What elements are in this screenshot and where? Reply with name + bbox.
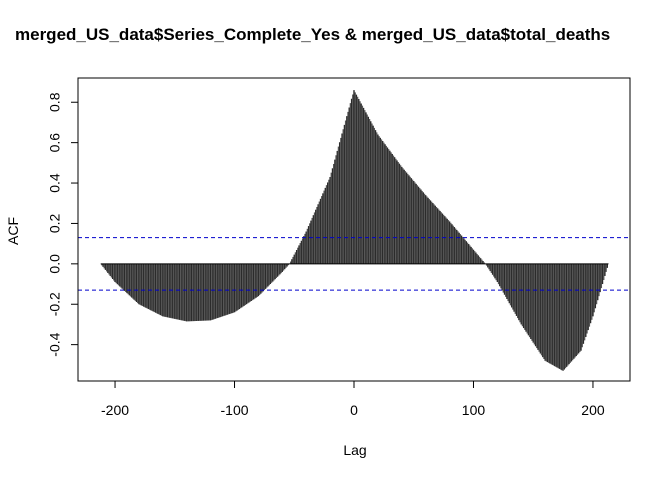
x-tick-label: 100 xyxy=(462,402,486,418)
y-tick-label: 0.0 xyxy=(47,254,63,274)
y-axis-label: ACF xyxy=(5,217,21,245)
y-tick-label: 0.8 xyxy=(47,92,63,112)
y-tick-label: 0.4 xyxy=(47,173,63,193)
x-tick-label: 200 xyxy=(581,402,605,418)
chart-title: merged_US_data$Series_Complete_Yes & mer… xyxy=(15,25,610,44)
y-tick-label: -0.2 xyxy=(47,292,63,316)
y-tick-label: 0.6 xyxy=(47,133,63,153)
y-axis: -0.4 -0.2 0.0 0.2 0.4 0.6 0.8 xyxy=(47,92,79,357)
y-tick-label: -0.4 xyxy=(47,332,63,356)
bars xyxy=(101,90,608,371)
x-axis: -200 -100 0 100 200 xyxy=(101,380,605,418)
x-axis-label: Lag xyxy=(343,442,366,458)
x-tick-label: -100 xyxy=(221,402,249,418)
x-tick-label: -200 xyxy=(101,402,129,418)
y-tick-label: 0.2 xyxy=(47,213,63,233)
x-tick-label: 0 xyxy=(350,402,358,418)
